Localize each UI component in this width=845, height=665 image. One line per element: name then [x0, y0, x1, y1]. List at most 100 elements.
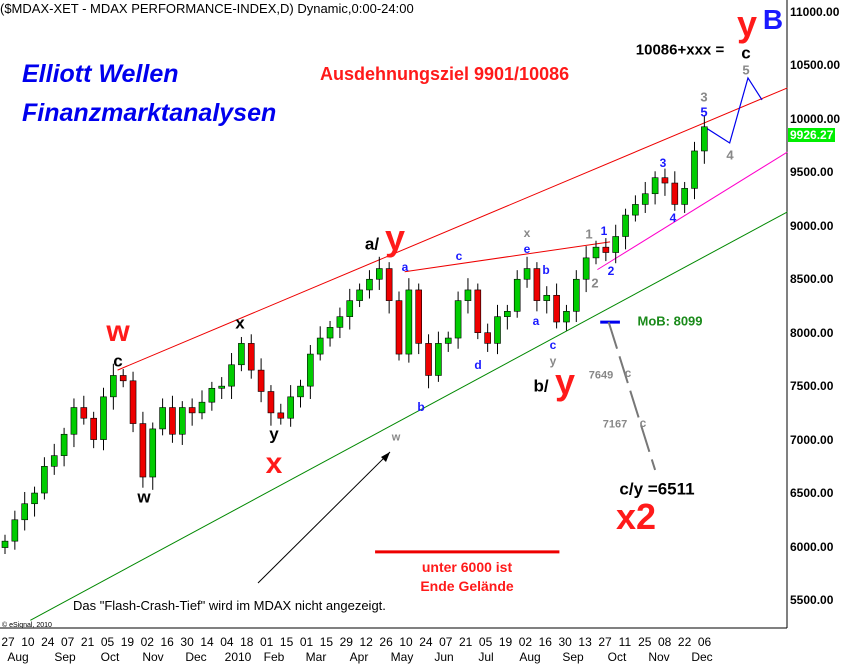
cy-target: c/y =6511 [619, 479, 695, 499]
candle-body [513, 278, 521, 312]
candle-body [110, 375, 117, 398]
y-tick-label: 9500.00 [790, 165, 834, 180]
x-day-label: 29 [339, 635, 353, 649]
candle-body [504, 311, 511, 317]
candle [287, 385, 294, 427]
brand-line2: Finanzmarktanalysen [22, 99, 277, 127]
wave-w: w [137, 487, 151, 507]
wave-4-gray: 4 [726, 147, 734, 163]
x-day-label: 27 [1, 635, 15, 649]
candle-body [198, 401, 206, 414]
candle-body [523, 268, 531, 280]
wave-5-blue: 5 [700, 104, 708, 120]
candle [316, 326, 324, 361]
x-month-label: Feb [263, 650, 285, 664]
wave-1-blue: 1 [600, 224, 608, 238]
wave-d-blue: d [474, 358, 482, 372]
candle-body [385, 268, 393, 301]
candle-body [307, 353, 314, 387]
x-day-label: 30 [180, 635, 194, 649]
candle [474, 283, 482, 340]
candle [701, 115, 708, 164]
y-tick-label: 6000.00 [790, 539, 834, 554]
candle-body [533, 268, 541, 301]
candle-body [326, 327, 334, 339]
x-day-label: 13 [578, 635, 592, 649]
x-month-label: Aug [7, 650, 29, 664]
candle-body [454, 300, 462, 339]
x-month-label: Apr [349, 650, 369, 664]
x-month-label: 2010 [224, 650, 252, 664]
candle-body [366, 278, 373, 291]
triangle-top-line [404, 241, 611, 273]
wave-x: x [235, 313, 245, 333]
y-tick-label: 5500.00 [790, 592, 834, 607]
y-tick-label: 10500.00 [790, 58, 841, 73]
candle-body [129, 380, 137, 424]
candle [90, 411, 97, 449]
flash-crash-arrow [257, 451, 391, 584]
target-label: 10086+xxx = [635, 41, 725, 59]
wave-5-gray: 5 [742, 62, 750, 78]
candle-body [375, 268, 383, 280]
candle-body [90, 417, 97, 440]
x-day-label: 22 [677, 635, 692, 649]
candle [641, 181, 649, 213]
wave-4-blue: 4 [669, 211, 677, 225]
x-day-label: 21 [459, 635, 473, 649]
candle [70, 398, 78, 448]
candle-body [464, 289, 472, 301]
x-day-label: 01 [260, 635, 274, 649]
chart-title: ($MDAX-XET - MDAX PERFORMANCE-INDEX,D) D… [0, 1, 414, 16]
x-month-label: Jun [434, 650, 454, 664]
candle [375, 256, 383, 290]
candles [1, 115, 708, 554]
wave-w-gray: w [391, 431, 401, 444]
limit-line1: unter 6000 ist [421, 559, 513, 575]
projection-down-line [607, 321, 657, 471]
candle-body [100, 396, 107, 440]
candle-body [346, 300, 354, 317]
x-day-label: 15 [319, 635, 334, 649]
x-day-label: 21 [80, 635, 95, 649]
candle [110, 363, 117, 410]
candle [267, 385, 275, 426]
candle-body [484, 332, 491, 344]
candle [612, 224, 620, 264]
candle [21, 491, 29, 531]
candle [326, 320, 334, 347]
x-day-label: 16 [538, 635, 552, 649]
candle [553, 283, 560, 329]
candle [169, 395, 176, 443]
candle-body [405, 289, 413, 355]
x-day-label: 15 [279, 635, 294, 649]
candle [523, 256, 531, 288]
candle [100, 387, 107, 451]
candle [346, 288, 354, 330]
wave-c2-blue: c [549, 338, 557, 352]
candle [366, 270, 373, 299]
candle [454, 291, 462, 349]
y-tick-label: 6500.00 [790, 486, 834, 501]
candle [297, 379, 304, 408]
candle [257, 358, 265, 403]
wave-a2-blue: a [532, 314, 540, 328]
last-price-badge: 9926.27 [788, 128, 836, 142]
candle-body [60, 433, 68, 456]
candle-body [356, 289, 363, 301]
candle [1, 534, 9, 554]
candle [139, 411, 147, 488]
x-day-label: 11 [618, 635, 632, 649]
candle [356, 283, 363, 308]
candle-body [159, 407, 166, 430]
candle-body [169, 407, 176, 435]
y-tick-label: 11000.00 [790, 5, 840, 19]
wave-c-blue: c [455, 249, 463, 263]
x-day-label: 07 [439, 635, 453, 649]
candle-body [622, 214, 629, 237]
candle-body [41, 466, 48, 494]
candle [11, 510, 19, 550]
wave-1-gray: 1 [585, 226, 593, 242]
